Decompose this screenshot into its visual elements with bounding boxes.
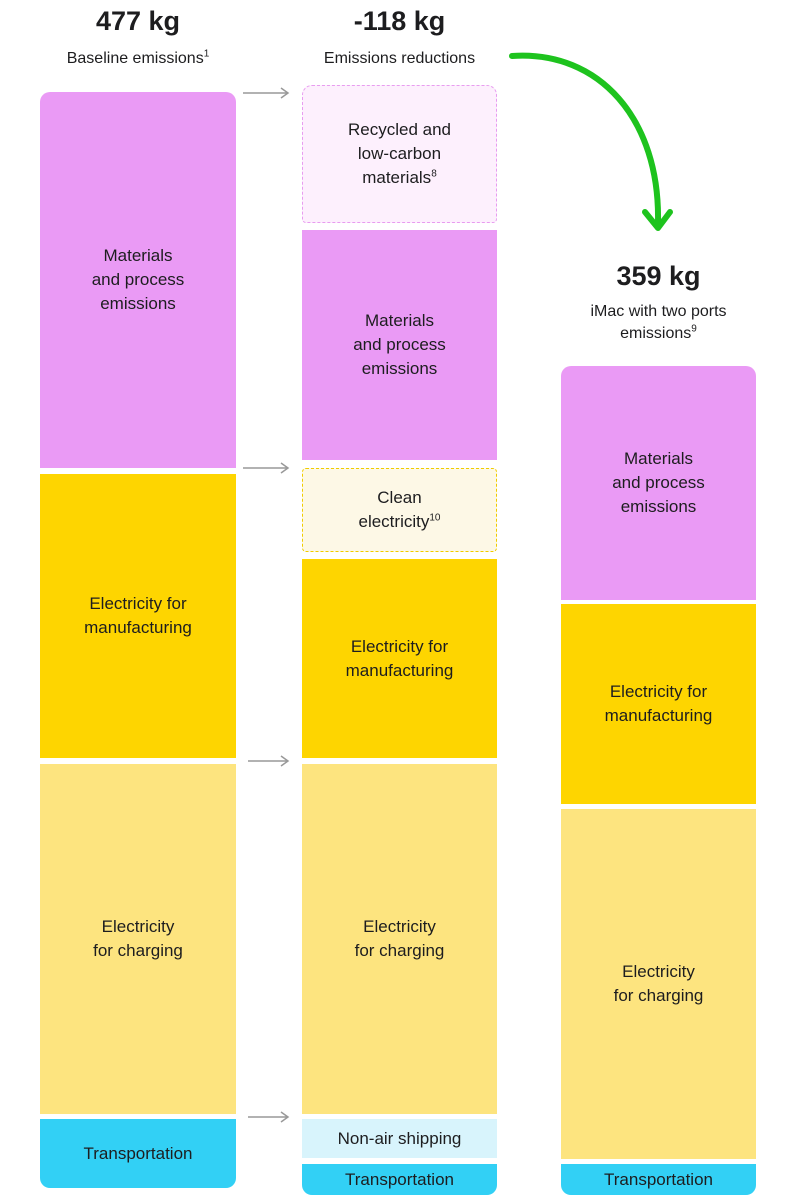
caption-text: Baseline emissions bbox=[66, 50, 204, 67]
segment-text: Electricity for manufacturing bbox=[345, 636, 454, 680]
footnote: 9 bbox=[691, 323, 697, 335]
column-total: -118 kg bbox=[353, 6, 446, 36]
segment: Materials and process emissions bbox=[302, 230, 497, 460]
segment: Transportation bbox=[40, 1119, 236, 1188]
segment-label: Transportation bbox=[345, 1168, 454, 1192]
segment: Transportation bbox=[561, 1164, 756, 1195]
segment-label: Electricity for manufacturing bbox=[605, 680, 713, 728]
segment: Materials and process emissions bbox=[40, 92, 236, 468]
segment-label: Materials and process emissions bbox=[92, 244, 185, 316]
green-arrowhead bbox=[642, 209, 673, 231]
segment: Electricity for charging bbox=[561, 809, 756, 1159]
segment-label: Transportation bbox=[84, 1142, 193, 1166]
segment-text: Transportation bbox=[345, 1169, 454, 1189]
column-caption: iMac with two ports emissions9 bbox=[521, 301, 796, 345]
segment-label: Non-air shipping bbox=[338, 1127, 462, 1151]
column-caption: Emissions reductions bbox=[262, 48, 537, 70]
arrow bbox=[243, 462, 290, 474]
segment-label: Transportation bbox=[604, 1168, 713, 1192]
segment-text: Electricity for charging bbox=[613, 962, 704, 1005]
segment-text: Electricity for manufacturing bbox=[84, 594, 192, 637]
segment-text: Materials and process emissions bbox=[612, 449, 705, 516]
segment-text: Recycled and low-carbon materials bbox=[347, 120, 451, 187]
segment-text: Materials and process emissions bbox=[353, 311, 446, 378]
segment-text: Transportation bbox=[604, 1169, 713, 1189]
segment-label: Materials and process emissions bbox=[353, 309, 446, 381]
segment-label: Materials and process emissions bbox=[612, 447, 705, 519]
segment: Electricity for charging bbox=[40, 764, 236, 1114]
arrow bbox=[243, 87, 290, 99]
segment-text: Electricity for charging bbox=[354, 917, 445, 960]
footnote: 10 bbox=[429, 512, 441, 524]
green-arrow bbox=[509, 52, 662, 225]
column-caption: Baseline emissions1 bbox=[0, 48, 276, 70]
segment-label: Electricity for manufacturing bbox=[346, 635, 454, 683]
footnote: 8 bbox=[431, 168, 437, 180]
segment-text: Materials and process emissions bbox=[91, 246, 185, 313]
segment-label: Recycled and low-carbon materials8 bbox=[348, 118, 451, 190]
segment: Materials and process emissions bbox=[561, 366, 756, 600]
segment: Electricity for manufacturing bbox=[561, 604, 756, 804]
segment-label: Clean electricity10 bbox=[359, 486, 441, 534]
segment-text: Transportation bbox=[83, 1143, 193, 1163]
segment: Clean electricity10 bbox=[302, 468, 497, 552]
segment-text: Electricity for manufacturing bbox=[604, 682, 713, 725]
segment: Electricity for charging bbox=[302, 764, 497, 1114]
segment: Transportation bbox=[302, 1164, 497, 1195]
segment: Non-air shipping bbox=[302, 1119, 497, 1158]
segment-text: Non-air shipping bbox=[337, 1128, 462, 1148]
footnote: 1 bbox=[203, 48, 210, 60]
caption-text: Emissions reductions bbox=[323, 50, 476, 67]
segment: Electricity for manufacturing bbox=[302, 559, 497, 758]
arrow bbox=[248, 1111, 290, 1123]
column-total: 477 kg bbox=[95, 6, 181, 36]
segment-label: Electricity for charging bbox=[93, 915, 183, 963]
segment: Electricity for manufacturing bbox=[40, 474, 236, 758]
segment-text: Electricity for charging bbox=[93, 917, 183, 960]
segment: Recycled and low-carbon materials8 bbox=[302, 85, 497, 223]
segment-label: Electricity for charging bbox=[355, 915, 445, 963]
segment-label: Electricity for charging bbox=[614, 960, 704, 1008]
arrow bbox=[248, 755, 290, 767]
caption-text: iMac with two ports emissions bbox=[590, 303, 727, 342]
segment-text: Clean electricity bbox=[358, 488, 430, 531]
segment-label: Electricity for manufacturing bbox=[84, 592, 192, 640]
column-total: 359 kg bbox=[616, 261, 701, 291]
